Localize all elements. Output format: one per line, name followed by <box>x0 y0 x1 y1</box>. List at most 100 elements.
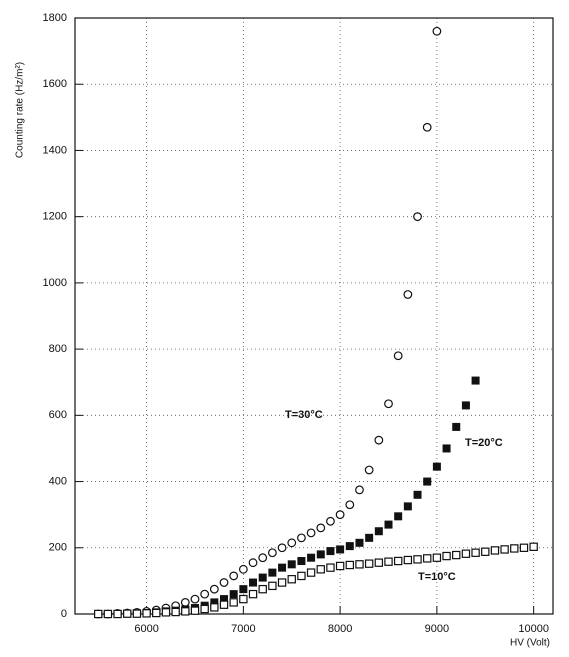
point <box>529 542 538 551</box>
point <box>171 607 180 617</box>
annotation: T=30°C <box>285 409 323 421</box>
point <box>432 26 442 36</box>
point <box>393 351 403 361</box>
point <box>471 548 480 557</box>
x-tick-label: 7000 <box>231 623 255 635</box>
x-tick-label: 6000 <box>134 623 158 635</box>
point <box>510 544 519 553</box>
point <box>345 560 355 570</box>
point <box>239 594 248 604</box>
point <box>393 556 403 566</box>
y-tick-label: 1400 <box>43 144 67 156</box>
point <box>132 609 142 618</box>
point <box>258 553 268 563</box>
point <box>229 571 239 581</box>
point <box>316 550 325 559</box>
point <box>384 520 393 529</box>
y-tick-label: 1800 <box>43 12 67 24</box>
y-tick-label: 400 <box>49 475 67 487</box>
x-axis-label: HV (Volt) <box>510 638 550 649</box>
point <box>374 527 383 536</box>
point <box>423 554 432 563</box>
point <box>384 399 393 409</box>
point <box>442 444 451 453</box>
point <box>161 608 171 617</box>
point <box>335 510 345 520</box>
point <box>229 598 238 607</box>
point <box>423 477 432 486</box>
point <box>219 600 229 609</box>
point <box>364 559 374 568</box>
point <box>403 502 412 511</box>
y-tick-label: 0 <box>61 608 67 620</box>
point <box>200 589 210 599</box>
y-tick-label: 200 <box>49 542 67 554</box>
point <box>326 547 335 556</box>
point <box>374 558 384 567</box>
point <box>297 571 306 581</box>
point <box>355 560 364 569</box>
point <box>461 401 470 410</box>
point <box>316 523 326 533</box>
point <box>413 555 422 564</box>
point <box>442 551 451 561</box>
point <box>384 557 393 566</box>
point <box>432 462 441 471</box>
annotation: T=20°C <box>465 437 503 449</box>
point <box>258 573 267 582</box>
point <box>277 578 287 587</box>
point <box>500 545 509 554</box>
point <box>452 422 461 431</box>
y-axis-label: Counting rate (Hz/m²) <box>15 62 26 158</box>
point <box>297 557 306 566</box>
point <box>335 561 345 571</box>
point <box>142 609 151 618</box>
y-tick-label: 1600 <box>43 78 67 90</box>
point <box>229 590 238 599</box>
point <box>123 609 132 618</box>
y-tick-label: 1200 <box>43 211 67 223</box>
point <box>365 533 374 542</box>
y-tick-label: 600 <box>49 409 67 421</box>
point <box>452 550 461 560</box>
point <box>306 528 316 538</box>
point <box>180 598 190 607</box>
point <box>287 575 296 584</box>
point <box>190 594 200 604</box>
point <box>287 538 297 548</box>
point <box>287 560 296 569</box>
point <box>94 609 103 619</box>
point <box>345 500 355 510</box>
point <box>355 538 364 547</box>
point <box>113 609 122 619</box>
point <box>248 558 258 568</box>
point <box>481 547 490 556</box>
point <box>210 603 219 612</box>
point <box>413 212 422 222</box>
point <box>432 553 442 562</box>
point <box>268 568 277 577</box>
point <box>364 465 374 475</box>
point <box>268 581 277 591</box>
point <box>306 568 316 577</box>
x-tick-label: 9000 <box>425 623 449 635</box>
point <box>461 549 471 558</box>
point <box>326 563 335 572</box>
y-tick-label: 1000 <box>43 277 67 289</box>
point <box>220 595 229 604</box>
point <box>307 553 316 562</box>
point <box>209 584 219 594</box>
point <box>297 533 306 543</box>
point <box>403 290 413 299</box>
annotation: T=10°C <box>418 571 456 583</box>
x-tick-label: 10000 <box>518 623 549 635</box>
point <box>471 376 480 385</box>
point <box>181 607 190 616</box>
point <box>219 578 229 587</box>
point <box>278 563 287 572</box>
point <box>374 435 384 445</box>
plot-frame <box>74 17 554 615</box>
point <box>152 608 161 618</box>
point <box>258 584 267 594</box>
point <box>200 604 209 614</box>
